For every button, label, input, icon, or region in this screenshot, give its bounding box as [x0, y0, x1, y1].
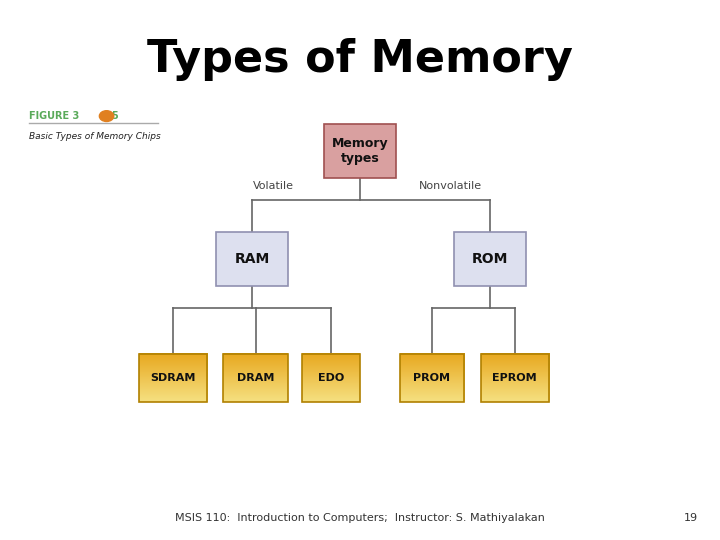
- FancyBboxPatch shape: [324, 124, 396, 178]
- FancyBboxPatch shape: [216, 232, 288, 286]
- Circle shape: [99, 111, 114, 122]
- Text: PROM: PROM: [413, 373, 451, 383]
- Text: SDRAM: SDRAM: [150, 373, 196, 383]
- FancyBboxPatch shape: [454, 232, 526, 286]
- Text: 5: 5: [112, 111, 118, 121]
- Text: DRAM: DRAM: [237, 373, 274, 383]
- Text: MSIS 110:  Introduction to Computers;  Instructor: S. Mathiyalakan: MSIS 110: Introduction to Computers; Ins…: [175, 514, 545, 523]
- Text: Types of Memory: Types of Memory: [147, 38, 573, 81]
- Text: Nonvolatile: Nonvolatile: [418, 181, 482, 191]
- Text: RAM: RAM: [235, 252, 269, 266]
- Text: Volatile: Volatile: [253, 181, 294, 191]
- Text: EPROM: EPROM: [492, 373, 537, 383]
- Text: ROM: ROM: [472, 252, 508, 266]
- Text: Memory
types: Memory types: [332, 137, 388, 165]
- Text: 19: 19: [684, 514, 698, 523]
- Text: FIGURE 3: FIGURE 3: [29, 111, 79, 121]
- Text: Basic Types of Memory Chips: Basic Types of Memory Chips: [29, 132, 161, 141]
- Text: EDO: EDO: [318, 373, 344, 383]
